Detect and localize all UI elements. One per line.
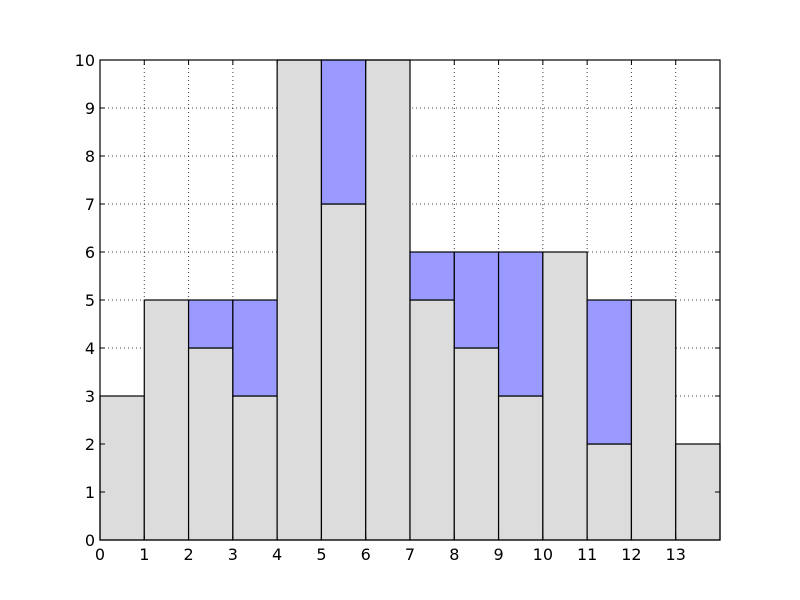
bar-base — [630, 299, 677, 541]
x-tick-label: 9 — [493, 545, 503, 564]
bar-base — [276, 59, 323, 541]
x-tick-label: 10 — [533, 545, 553, 564]
x-tick-label: 4 — [272, 545, 282, 564]
x-tick-label: 3 — [228, 545, 238, 564]
x-tick-label: 2 — [183, 545, 193, 564]
x-tick-label: 8 — [449, 545, 459, 564]
x-tick-label: 7 — [405, 545, 415, 564]
x-tick-label: 11 — [577, 545, 597, 564]
x-tick-label: 12 — [621, 545, 641, 564]
x-tick-label: 5 — [316, 545, 326, 564]
bar-base — [542, 251, 588, 541]
bar-increment — [409, 251, 455, 301]
bar-increment — [497, 251, 544, 397]
bars-layer — [99, 59, 721, 541]
y-tick-label: 5 — [85, 291, 95, 310]
x-tick-label: 13 — [666, 545, 686, 564]
bar-increment — [232, 299, 278, 397]
x-tick-label: 1 — [139, 545, 149, 564]
bar-base — [99, 395, 145, 541]
ticks-layer — [99, 59, 720, 541]
bar-base — [675, 443, 721, 541]
bar-base — [497, 395, 544, 541]
y-tick-label: 1 — [85, 483, 95, 502]
y-tick-label: 4 — [85, 339, 95, 358]
bar-increment — [586, 299, 633, 445]
bar-increment — [320, 59, 367, 205]
bar-base — [453, 347, 500, 541]
x-tick-labels: 0 1 2 3 4 5 6 7 8 9 10 11 12 13 — [95, 545, 686, 564]
bar-base — [143, 299, 190, 541]
y-tick-label: 2 — [85, 435, 95, 454]
y-tick-label: 3 — [85, 387, 95, 406]
y-tick-label: 8 — [85, 147, 95, 166]
bar-base — [586, 443, 633, 541]
y-tick-label: 7 — [85, 195, 95, 214]
x-tick-label: 0 — [95, 545, 105, 564]
y-tick-label: 0 — [85, 531, 95, 550]
y-tick-label: 9 — [85, 99, 95, 118]
bar-base — [365, 59, 411, 541]
x-tick-label: 6 — [361, 545, 371, 564]
y-tick-label: 6 — [85, 243, 95, 262]
bar-base — [187, 347, 234, 541]
bar-base — [409, 299, 455, 541]
y-tick-label: 10 — [75, 51, 95, 70]
y-tick-labels: 0 1 2 3 4 5 6 7 8 9 10 — [75, 51, 95, 550]
bar-increment — [453, 251, 500, 349]
bar-base — [320, 203, 367, 541]
bar-increment — [187, 299, 234, 349]
bar-base — [232, 395, 278, 541]
